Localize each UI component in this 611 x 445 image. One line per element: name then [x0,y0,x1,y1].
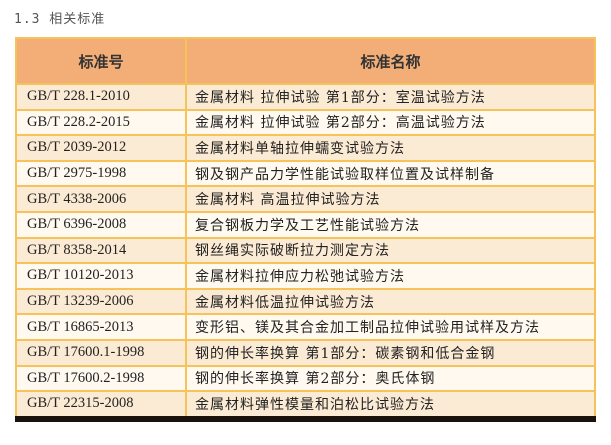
table-row: GB/T 6396-2008 复合钢板力学及工艺性能试验方法 [15,210,596,239]
standard-code: GB/T 17600.2-1998 [15,364,187,393]
standard-code: GB/T 17600.1-1998 [15,338,187,367]
table-row: GB/T 13239-2006 金属材料低温拉伸试验方法 [15,287,596,316]
table-row: GB/T 228.1-2010 金属材料 拉伸试验 第1部分：室温试验方法 [15,83,596,111]
table-row: GB/T 16865-2013 变形铝、镁及其合金加工制品拉伸试验用试样及方法 [15,313,596,341]
table-row: GB/T 228.2-2015 金属材料 拉伸试验 第2部分：高温试验方法 [15,108,596,137]
standard-code: GB/T 22315-2008 [15,390,187,420]
standard-code: GB/T 8358-2014 [15,236,187,265]
standards-table: 标准号 标准名称 GB/T 228.1-2010 金属材料 拉伸试验 第1部分：室… [15,37,596,422]
standard-code: GB/T 10120-2013 [15,262,187,290]
table-row: GB/T 17600.1-1998 钢的伸长率换算 第1部分：碳素钢和低合金钢 [15,338,596,367]
table-row: GB/T 10120-2013 金属材料拉伸应力松弛试验方法 [15,262,596,290]
table-row: GB/T 4338-2006 金属材料 高温拉伸试验方法 [15,185,596,213]
table-header-row: 标准号 标准名称 [15,37,596,85]
table-row: GB/T 2039-2012 金属材料单轴拉伸蠕变试验方法 [15,134,596,162]
standard-name: 钢的伸长率换算 第2部分：奥氏体钢 [185,364,596,393]
standard-name: 金属材料低温拉伸试验方法 [185,287,596,316]
standard-code: GB/T 2039-2012 [15,134,187,162]
standard-name: 复合钢板力学及工艺性能试验方法 [185,210,596,239]
standard-name: 金属材料 拉伸试验 第1部分：室温试验方法 [185,83,596,111]
standard-name: 金属材料 高温拉伸试验方法 [185,185,596,213]
standard-code: GB/T 6396-2008 [15,210,187,239]
column-header-name: 标准名称 [185,37,596,85]
table-row: GB/T 2975-1998 钢及钢产品力学性能试验取样位置及试样制备 [15,159,596,188]
table-row: GB/T 17600.2-1998 钢的伸长率换算 第2部分：奥氏体钢 [15,364,596,393]
standard-name: 金属材料弹性模量和泊松比试验方法 [185,390,596,420]
standard-name: 钢的伸长率换算 第1部分：碳素钢和低合金钢 [185,338,596,367]
standard-name: 钢丝绳实际破断拉力测定方法 [185,236,596,265]
standard-code: GB/T 13239-2006 [15,287,187,316]
standard-code: GB/T 228.2-2015 [15,108,187,137]
table-row: GB/T 22315-2008 金属材料弹性模量和泊松比试验方法 [15,390,596,420]
standard-name: 金属材料 拉伸试验 第2部分：高温试验方法 [185,108,596,137]
standard-name: 金属材料单轴拉伸蠕变试验方法 [185,134,596,162]
standard-name: 变形铝、镁及其合金加工制品拉伸试验用试样及方法 [185,313,596,341]
standard-code: GB/T 228.1-2010 [15,83,187,111]
section-title: 1.3 相关标准 [14,12,106,27]
standard-code: GB/T 2975-1998 [15,159,187,188]
standard-name: 金属材料拉伸应力松弛试验方法 [185,262,596,290]
table-body: GB/T 228.1-2010 金属材料 拉伸试验 第1部分：室温试验方法 GB/T… [15,83,596,420]
standard-code: GB/T 16865-2013 [15,313,187,341]
table-row: GB/T 8358-2014 钢丝绳实际破断拉力测定方法 [15,236,596,265]
column-header-code: 标准号 [15,37,187,85]
standard-code: GB/T 4338-2006 [15,185,187,213]
standard-name: 钢及钢产品力学性能试验取样位置及试样制备 [185,159,596,188]
